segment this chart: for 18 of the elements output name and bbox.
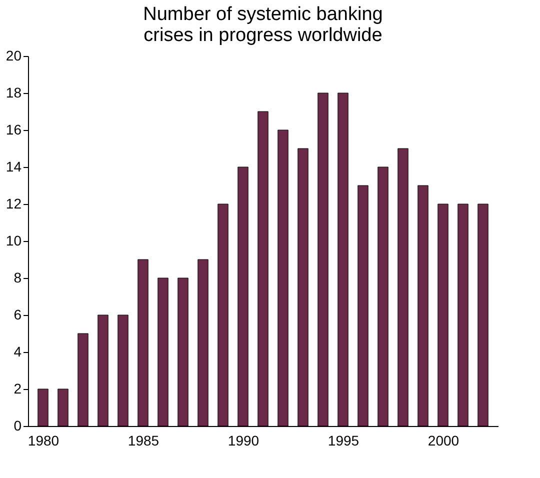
y-tick-label: 4: [14, 344, 22, 360]
y-tick-label: 6: [14, 306, 22, 322]
x-tick-label: 1985: [128, 432, 160, 448]
y-tick-label: 18: [6, 84, 22, 100]
x-tick-label: 1980: [28, 432, 60, 448]
text: crises in progress worldwide: [144, 25, 382, 46]
y-tick-label: 0: [14, 418, 22, 434]
x-tick-label: 2000: [428, 432, 460, 448]
x-tick-label: 1990: [228, 432, 260, 448]
x-tick-label: 1995: [328, 432, 360, 448]
y-tick-label: 20: [6, 48, 22, 64]
y-tick-label: 10: [6, 232, 22, 248]
text: Number of systemic banking: [143, 4, 383, 25]
y-tick-label: 14: [6, 158, 22, 174]
y-tick-label: 2: [14, 380, 22, 396]
y-tick-label: 12: [6, 196, 22, 212]
y-tick-label: 8: [14, 270, 22, 286]
y-tick-label: 16: [6, 122, 22, 138]
